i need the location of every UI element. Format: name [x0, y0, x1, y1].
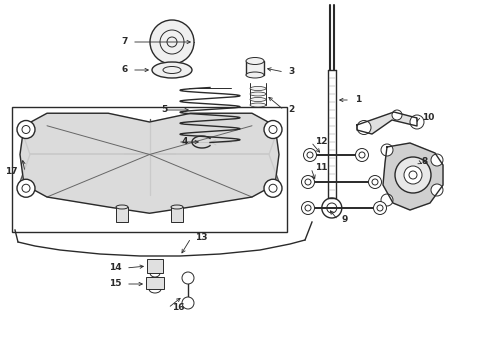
Circle shape [381, 144, 393, 156]
Circle shape [17, 179, 35, 197]
Circle shape [357, 121, 371, 135]
Ellipse shape [246, 58, 264, 64]
Polygon shape [20, 113, 279, 213]
Circle shape [381, 194, 393, 206]
Text: 2: 2 [288, 105, 294, 114]
Circle shape [431, 184, 443, 196]
Circle shape [269, 184, 277, 192]
Ellipse shape [116, 205, 128, 209]
Circle shape [22, 184, 30, 192]
Circle shape [431, 154, 443, 166]
Text: 17: 17 [5, 167, 18, 176]
Circle shape [373, 202, 387, 215]
Bar [12, 107, 287, 232]
Circle shape [22, 126, 30, 134]
Circle shape [368, 175, 382, 189]
Circle shape [264, 179, 282, 197]
Ellipse shape [171, 205, 183, 209]
Text: 9: 9 [342, 216, 348, 225]
Text: 3: 3 [288, 68, 294, 77]
Text: 1: 1 [355, 95, 361, 104]
Circle shape [392, 110, 402, 120]
Bar [171, 207, 183, 222]
Ellipse shape [246, 72, 264, 78]
Circle shape [269, 126, 277, 134]
Bar [147, 259, 163, 273]
Circle shape [377, 205, 383, 211]
Circle shape [182, 297, 194, 309]
Circle shape [410, 115, 424, 129]
Circle shape [264, 121, 282, 139]
Bar [146, 277, 164, 289]
Text: 6: 6 [122, 66, 128, 75]
Circle shape [359, 152, 365, 158]
Circle shape [182, 272, 194, 284]
Ellipse shape [163, 67, 181, 73]
Text: 14: 14 [109, 264, 122, 273]
Circle shape [404, 166, 422, 184]
Circle shape [395, 157, 431, 193]
Polygon shape [383, 143, 443, 210]
Bar [116, 207, 128, 222]
Text: 13: 13 [195, 234, 207, 243]
Circle shape [372, 179, 378, 185]
Ellipse shape [250, 98, 266, 102]
Text: 8: 8 [422, 158, 428, 166]
Ellipse shape [250, 86, 266, 90]
Circle shape [17, 121, 35, 139]
Ellipse shape [250, 103, 266, 107]
Circle shape [303, 149, 317, 162]
Text: 5: 5 [162, 105, 168, 114]
Text: 12: 12 [315, 138, 327, 147]
Circle shape [307, 152, 313, 158]
Bar [246, 61, 264, 75]
Text: 4: 4 [182, 138, 188, 147]
Ellipse shape [152, 62, 192, 78]
Text: 7: 7 [122, 37, 128, 46]
Text: 11: 11 [315, 163, 327, 172]
Circle shape [301, 175, 315, 189]
Circle shape [356, 149, 368, 162]
Text: 15: 15 [109, 279, 122, 288]
Circle shape [150, 20, 194, 64]
Polygon shape [357, 112, 417, 134]
Circle shape [305, 205, 311, 211]
Text: 10: 10 [422, 113, 434, 122]
Text: 16: 16 [172, 303, 185, 312]
Circle shape [301, 202, 315, 215]
Circle shape [305, 179, 311, 185]
Ellipse shape [250, 92, 266, 96]
Circle shape [409, 171, 417, 179]
